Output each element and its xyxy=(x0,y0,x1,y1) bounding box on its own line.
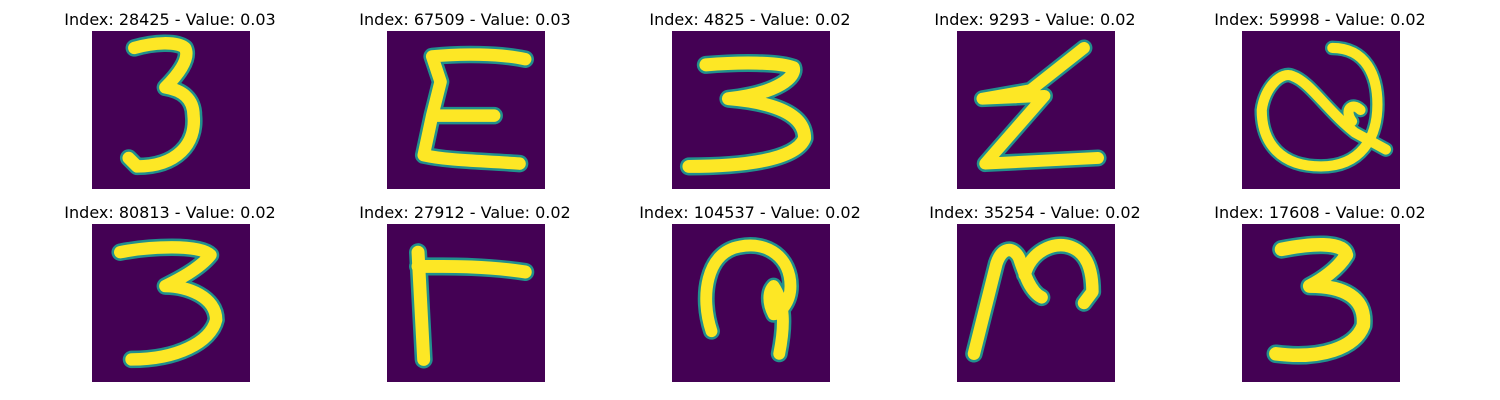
panel-title: Index: 35254 - Value: 0.02 xyxy=(929,203,1141,222)
panel-7: Index: 27912 - Value: 0.02 xyxy=(325,203,605,383)
digit-image xyxy=(957,31,1115,189)
panel-title: Index: 17608 - Value: 0.02 xyxy=(1214,203,1426,222)
panel-title: Index: 67509 - Value: 0.03 xyxy=(359,10,571,29)
digit-image xyxy=(92,31,250,189)
panel-title: Index: 59998 - Value: 0.02 xyxy=(1214,10,1426,29)
digit-image xyxy=(672,31,830,189)
digit-image xyxy=(92,224,250,382)
panel-4: Index: 9293 - Value: 0.02 xyxy=(895,10,1175,190)
panel-6: Index: 80813 - Value: 0.02 xyxy=(30,203,310,383)
panel-2: Index: 67509 - Value: 0.03 xyxy=(325,10,605,190)
panel-title: Index: 9293 - Value: 0.02 xyxy=(934,10,1136,29)
panel-title: Index: 27912 - Value: 0.02 xyxy=(359,203,571,222)
digit-image xyxy=(387,31,545,189)
digit-image xyxy=(1242,31,1400,189)
panel-5: Index: 59998 - Value: 0.02 xyxy=(1180,10,1460,190)
panel-1: Index: 28425 - Value: 0.03 xyxy=(30,10,310,190)
panel-9: Index: 35254 - Value: 0.02 xyxy=(895,203,1175,383)
digit-image xyxy=(957,224,1115,382)
digit-image xyxy=(1242,224,1400,382)
panel-10: Index: 17608 - Value: 0.02 xyxy=(1180,203,1460,383)
panel-title: Index: 4825 - Value: 0.02 xyxy=(649,10,851,29)
panel-8: Index: 104537 - Value: 0.02 xyxy=(610,203,890,383)
digit-image xyxy=(672,224,830,382)
panel-title: Index: 28425 - Value: 0.03 xyxy=(64,10,276,29)
panel-title: Index: 104537 - Value: 0.02 xyxy=(639,203,861,222)
panel-3: Index: 4825 - Value: 0.02 xyxy=(610,10,890,190)
panel-title: Index: 80813 - Value: 0.02 xyxy=(64,203,276,222)
digit-image xyxy=(387,224,545,382)
